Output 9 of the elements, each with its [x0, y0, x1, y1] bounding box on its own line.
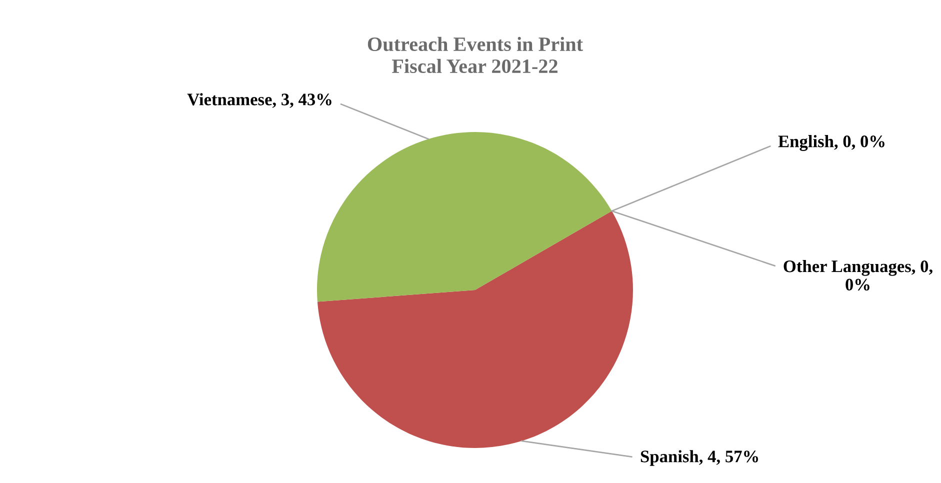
- pie-slice: [317, 211, 633, 448]
- chart-subtitle: Fiscal Year 2021-22: [392, 58, 558, 74]
- slice-label: Vietnamese, 3, 43%: [187, 93, 332, 108]
- slice-label: Spanish, 4, 57%: [640, 450, 758, 466]
- text: 0%: [846, 278, 870, 291]
- pie-slice: [317, 132, 612, 302]
- category-label: Other Languages, 0,: [784, 260, 932, 276]
- category-label: English, 0, 0%: [778, 135, 884, 151]
- chart-title: Outreach Events in Print: [368, 36, 583, 52]
